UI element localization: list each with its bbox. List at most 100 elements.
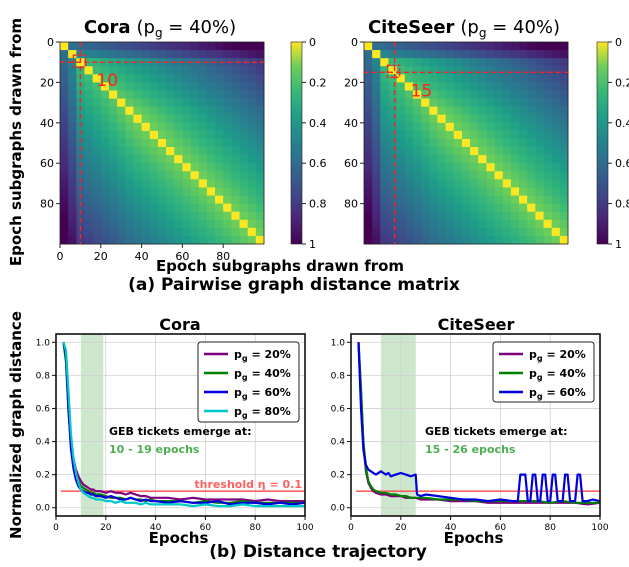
x-tick-label: 60 — [495, 523, 507, 533]
annotation-title: GEB tickets emerge at: — [109, 425, 251, 438]
y-tick-label: 20 — [40, 76, 54, 89]
top-ylabel: Epoch subgraphs drawn from — [7, 18, 25, 266]
x-tick-label: 60 — [175, 250, 189, 263]
x-tick-label: 80 — [249, 523, 261, 533]
y-tick-label: 0.4 — [331, 438, 346, 448]
legend-label: pg = 40% — [234, 367, 291, 382]
y-tick-label: 0.0 — [331, 504, 346, 514]
y-tick-label: 40 — [344, 117, 358, 130]
colorbar — [290, 41, 303, 245]
legend-box — [197, 341, 300, 423]
colorbar-tick-label: 0.8 — [309, 198, 327, 211]
plot-frame — [350, 333, 601, 517]
heatmap-frame — [363, 41, 569, 245]
heatmap-citeseer: CiteSeer(pg = 40%) 0 20 40 60 80 15 0 0.2 0.4 0.6 0… — [344, 17, 629, 251]
top-xlabel: Epoch subgraphs drawn from — [156, 257, 404, 275]
series-group — [62, 341, 305, 508]
legend: pg = 20% pg = 40% pg = 60% pg = 80% — [197, 341, 300, 423]
highlight-label: 10 — [96, 71, 118, 91]
threshold-label: threshold η = 0.1 — [194, 478, 302, 491]
y-tick-label: 0.0 — [36, 504, 51, 514]
plot-frame — [55, 333, 306, 517]
y-tick-label: 0.6 — [36, 404, 51, 414]
heatmap-cells — [364, 42, 569, 245]
shaded-span — [380, 334, 416, 516]
x-tick-label: 20 — [100, 523, 112, 533]
x-tick-label: 0 — [348, 523, 354, 533]
legend-label: pg = 20% — [234, 348, 291, 363]
heatmap-title: CiteSeer (pg = 40%) — [368, 17, 560, 40]
colorbar-tick-label: 1 — [615, 238, 622, 251]
highlight-box — [386, 64, 401, 79]
x-tick-label: 80 — [544, 523, 556, 533]
series-line-20pct — [62, 342, 305, 503]
y-tick-label: 0 — [47, 36, 54, 49]
colorbar-tick-label: 0.4 — [615, 117, 629, 130]
y-tick-label: 60 — [344, 157, 358, 170]
colorbar-tick-label: 0.6 — [309, 157, 327, 170]
y-tick-label: 0.6 — [331, 404, 346, 414]
x-tick-label: 0 — [57, 250, 64, 263]
y-tick-label: 0.8 — [36, 371, 51, 381]
series-line-60pct — [357, 342, 600, 503]
y-tick-label: 1.0 — [36, 338, 51, 348]
colorbar-tick-label: 0.4 — [309, 117, 327, 130]
heatmap-frame — [59, 41, 265, 245]
y-tick-label: 0.2 — [36, 471, 50, 481]
heatmap-title: Cora (pg = 40%) — [84, 17, 236, 40]
y-tick-label: 80 — [40, 198, 54, 211]
x-tick-label: 40 — [135, 250, 149, 263]
caption-b: (b) Distance trajectory — [209, 542, 427, 562]
annotation-epochs: 15 - 26 epochs — [425, 443, 516, 456]
y-tick-label: 80 — [344, 198, 358, 211]
y-tick-label: 0 — [351, 36, 358, 49]
x-tick-label: 100 — [591, 523, 608, 533]
colorbar-tick-label: 0.2 — [615, 76, 629, 89]
highlight-label: 15 — [411, 81, 433, 101]
x-tick-label: 100 — [296, 523, 313, 533]
line-chart-cora: Cora 0 20 40 60 80 100 0.0 0.2 0.4 0.6 0.8 1.0 Epochs… — [36, 315, 314, 547]
annotation-epochs: 10 - 19 epochs — [109, 443, 200, 456]
legend-label: pg = 60% — [234, 386, 291, 401]
bottom-ylabel: Normalized graph distance — [7, 311, 25, 539]
series-line-40pct — [357, 342, 600, 504]
y-tick-label: 1.0 — [331, 338, 346, 348]
colorbar-tick-label: 0.2 — [309, 76, 327, 89]
colorbar-tick-label: 0.8 — [615, 198, 629, 211]
series-line-80pct — [62, 341, 305, 508]
y-tick-label: 0.4 — [36, 438, 51, 448]
line-chart-citeseer: CiteSeer 0 20 40 60 80 100 0.0 0.2 0.4 0.6 0.8 1.0 Ep… — [331, 315, 609, 547]
chart-title: Cora — [159, 315, 200, 334]
heatmap-cells — [60, 42, 265, 245]
x-tick-label: 20 — [395, 523, 407, 533]
shaded-span — [80, 334, 104, 516]
colorbar-tick-label: 0 — [309, 36, 316, 49]
series-group — [357, 342, 600, 506]
x-tick-label: 80 — [216, 250, 230, 263]
y-tick-label: 0.2 — [331, 471, 345, 481]
legend-box — [492, 341, 595, 403]
highlight-box — [72, 54, 87, 68]
y-tick-label: 40 — [40, 117, 54, 130]
colorbar-tick-label: 1 — [309, 238, 316, 251]
x-tick-label: 40 — [445, 523, 457, 533]
legend-label: pg = 80% — [234, 405, 291, 420]
x-axis-label: Epochs — [444, 529, 504, 547]
caption-a: (a) Pairwise graph distance matrix — [128, 275, 460, 295]
x-tick-label: 20 — [94, 250, 108, 263]
legend: pg = 20% pg = 40% pg = 60% — [492, 341, 595, 403]
chart-title: CiteSeer — [438, 315, 515, 334]
x-axis-label: Epochs — [149, 529, 209, 547]
colorbar-tick-label: 0.6 — [615, 157, 629, 170]
legend-label: pg = 40% — [529, 367, 586, 382]
y-tick-label: 0.8 — [331, 371, 346, 381]
x-tick-label: 40 — [150, 523, 162, 533]
legend-label: pg = 20% — [529, 348, 586, 363]
annotation-title: GEB tickets emerge at: — [425, 425, 567, 438]
x-tick-label: 0 — [53, 523, 59, 533]
legend-label: pg = 60% — [529, 386, 586, 401]
x-tick-label: 60 — [200, 523, 212, 533]
colorbar — [596, 41, 609, 245]
